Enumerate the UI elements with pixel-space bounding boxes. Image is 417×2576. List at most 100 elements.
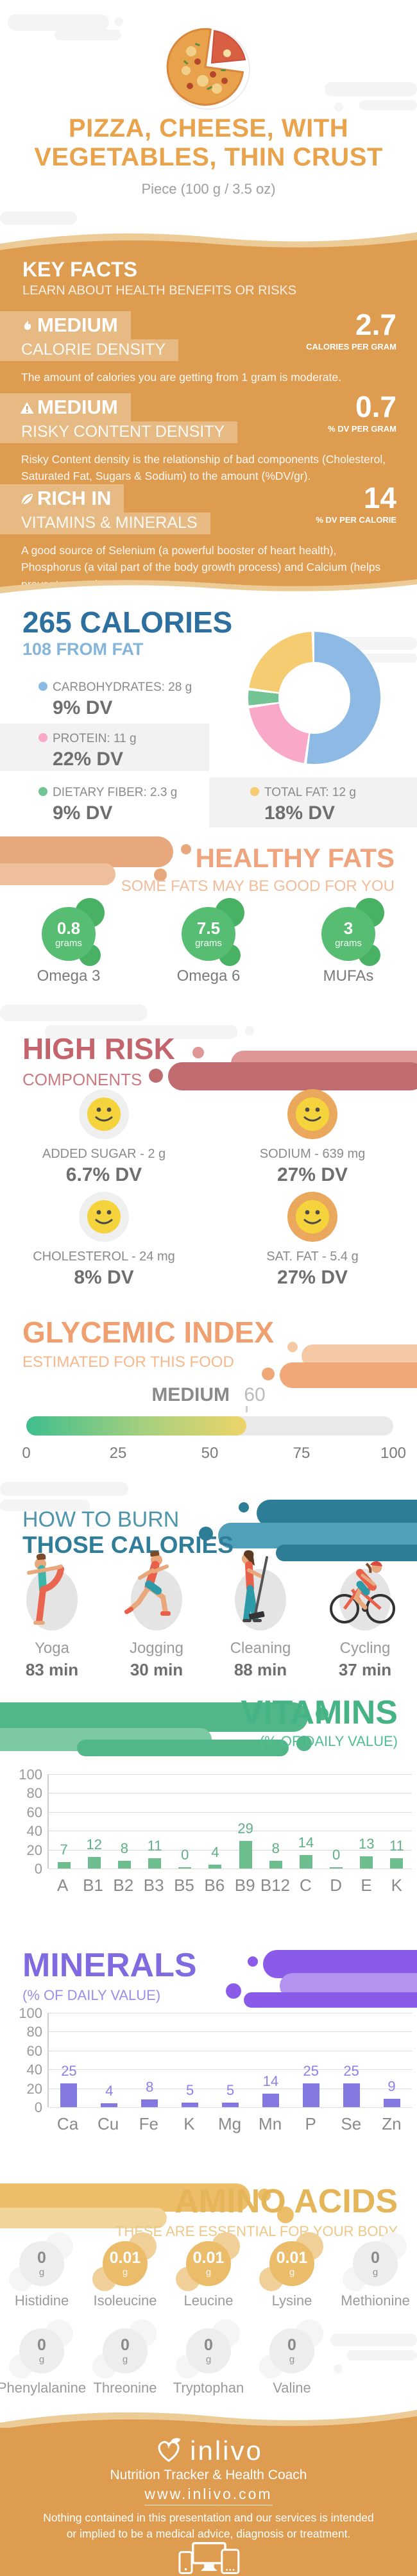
key-fact-item: MEDIUM RISKY CONTENT DENSITY 0.7% DV PER G… [0,392,417,485]
healthy-fats-section: HEALTHY FATS SOME FATS MAY BE GOOD FOR Y… [0,827,417,1001]
blob-decoration [0,836,173,867]
calories-section: 265 CALORIES 108 FROM FAT CARBOHYDRATES:… [0,600,417,827]
activity-circle [235,1550,286,1631]
legend-dot [38,787,47,796]
activity-item: Cycling 37 min [314,1561,416,1680]
healthy-fat-label: MUFAs [323,967,374,985]
blob-decoration [0,2183,250,2212]
amino-value: 0 [37,2249,46,2267]
activity-item: Cleaning 88 min [209,1550,312,1680]
cloud-decoration [330,2334,417,2346]
blob-decoration [192,1047,204,1058]
amino-label: Leucine [183,2292,234,2309]
blob-decoration [149,1069,163,1083]
bar [60,2083,78,2107]
bar [269,1861,282,1868]
amino-label: Methionine [341,2292,410,2309]
smiley-icon [295,1097,330,1131]
amino-unit: g [289,2353,295,2365]
logo-text: inlivo [190,2436,263,2466]
bar [208,1865,222,1868]
cloud-decoration [114,17,123,26]
key-fact-description: The amount of calories you are getting f… [21,371,341,384]
amino-label: Phenylalanine [0,2380,87,2396]
chart-plot-area: 25 4 8 5 5 14 25 25 9 [47,2013,412,2108]
pizza-photo [166,28,250,110]
risk-level-circle [287,1192,337,1242]
x-axis-label: Fe [139,2114,158,2133]
footer-url[interactable]: www.inlivo.com [0,2486,417,2505]
minerals-bar-chart: 25 4 8 5 5 14 25 25 9 0 20 40 60 80 100 Ca Cu Fe K Mg Mn P Se Z… [18,2005,413,2135]
bar-value-label: 5 [185,2081,194,2098]
minerals-subtitle: (% OF DAILY VALUE) [22,1987,161,2003]
legend-label: TOTAL FAT: 12 g [250,786,356,800]
amino-label: Tryptophan [173,2380,244,2396]
inlivo-heart-icon [158,2437,181,2462]
legend-label: PROTEIN: 11 g [38,732,137,746]
blob-decoration [280,1362,417,1388]
bar-value-label: 29 [237,1820,253,1837]
bar [87,1857,101,1868]
bar-value-label: 5 [226,2081,235,2098]
healthy-fats-title: HEALTHY FATS [195,843,395,873]
risk-level-circle [79,1192,129,1242]
activity-circle [330,1561,395,1631]
blob-decoration [226,1983,241,1999]
x-axis-label: Mn [259,2114,282,2133]
blob-decoration [0,2208,167,2228]
gridline [49,2069,412,2071]
donut-hole [278,662,350,734]
amino-value: 0 [287,2336,296,2355]
risk-level-circle [79,1089,129,1139]
key-fact-value-caption: % DV PER CALORIE [316,515,396,525]
amino-unit: g [205,2353,212,2365]
x-axis-label: Ca [56,2114,79,2133]
gridline [49,1811,412,1813]
bar [57,1861,71,1868]
y-axis-label: 20 [26,2080,42,2097]
blob-decoration [181,844,191,854]
amino-acid-item: 0 g Histidine [0,2232,90,2309]
activity-item: Yoga 83 min [1,1553,103,1680]
blob-decoration [168,1062,417,1090]
smiley-icon [295,1199,330,1234]
cloud-decoration [45,1025,237,1039]
high-risk-dv: 8% DV [74,1267,134,1288]
blob-decoration [316,1707,328,1720]
gridline [49,1868,412,1869]
blob-decoration [258,2189,271,2201]
bar-value-label: 8 [271,1840,280,1857]
smiley-icon [87,1199,121,1234]
amino-unit: g [205,2266,212,2278]
amino-value: 0 [371,2249,380,2267]
glycemic-level: MEDIUM 60 [0,1384,417,1406]
bar [383,2098,400,2107]
high-risk-label: ADDED SUGAR - 2 g [42,1147,166,1161]
key-facts-title: KEY FACTS [22,258,137,281]
x-axis-label: D [330,1876,343,1895]
x-axis-label: C [299,1876,312,1895]
bar-value-label: 7 [60,1841,68,1858]
amino-circle: 0.01 g [259,2232,323,2291]
cloud-decoration [334,103,343,112]
bar-value-label: 4 [211,1844,219,1861]
key-fact-name: CALORIE DENSITY [0,339,179,361]
activity-minutes: 30 min [130,1660,183,1679]
logo: inlivo [0,2436,417,2466]
healthy-fat-item: 3 grams MUFAs [297,898,400,985]
y-axis-label: 80 [26,2024,42,2040]
legend-dv: 9% DV [53,697,113,718]
x-axis-label: B6 [204,1876,225,1895]
bar [302,2083,319,2107]
wave-divider [0,579,417,600]
x-axis-label: A [56,1876,69,1895]
devices-icon [0,2542,417,2576]
healthy-fat-value-circle: 0.8 grams [42,907,96,961]
glycemic-section: GLYCEMIC INDEX ESTIMATED FOR THIS FOOD M… [0,1309,417,1482]
high-risk-subtitle: COMPONENTS [22,1070,142,1089]
key-fact-item: MEDIUM CALORIE DENSITY 2.7 CALORIES PER GRA… [0,310,417,386]
x-axis-label: B3 [143,1876,164,1895]
